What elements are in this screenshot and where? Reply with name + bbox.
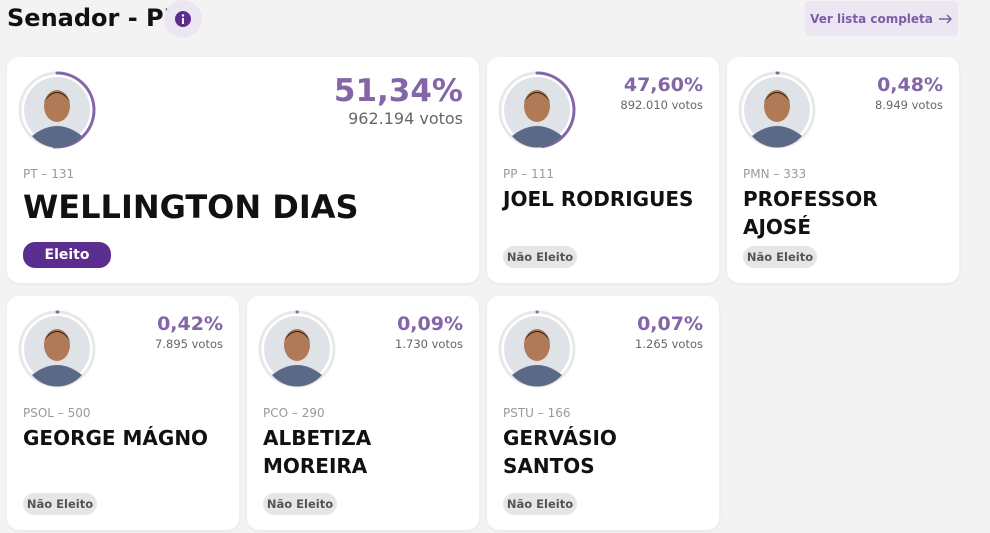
status-badge: Não Eleito [23, 493, 97, 515]
votes: 1.265 votos [635, 337, 703, 351]
votes: 1.730 votos [395, 337, 463, 351]
candidate-name: PROFESSOR AJOSÉ [743, 187, 878, 239]
percent: 47,60% [623, 74, 703, 96]
ring-share [18, 310, 96, 388]
party: PP – 111 [503, 167, 555, 181]
photo-head [524, 329, 550, 361]
photo-head [524, 90, 550, 122]
candidate-photo [18, 310, 96, 388]
percent: 0,48% [877, 74, 943, 96]
ring-share [258, 310, 336, 388]
status-badge: Não Eleito [263, 493, 337, 515]
photo-hair [284, 331, 310, 341]
candidate-card: 0,09% 1.730 votos PCO – 290 ALBETIZA MOREIR… [247, 296, 479, 530]
status-badge: Não Eleito [743, 246, 817, 268]
status-badge: Não Eleito [503, 246, 577, 268]
percent: 51,34% [333, 73, 463, 109]
photo-body [32, 365, 82, 387]
photo-body [512, 365, 562, 387]
arrow-icon [938, 13, 952, 24]
candidate-card: 0,07% 1.265 votos PSTU – 166 GERVÁSIO SANTO… [487, 296, 719, 530]
party: PCO – 290 [263, 406, 325, 420]
candidate-name: GERVÁSIO SANTOS [503, 426, 617, 478]
candidate-photo [18, 71, 96, 149]
photo-head [284, 329, 310, 361]
info-icon[interactable] [164, 0, 204, 40]
photo-body [512, 126, 562, 148]
percent: 0,07% [637, 313, 703, 335]
party: PSOL – 500 [23, 406, 91, 420]
ring-share [498, 71, 576, 149]
full-list-button[interactable]: Ver lista completa [805, 1, 958, 36]
photo-body [32, 126, 82, 148]
photo-hair [524, 331, 550, 341]
party: PMN – 333 [743, 167, 807, 181]
percent: 0,42% [157, 313, 223, 335]
status-badge: Não Eleito [503, 493, 577, 515]
candidate-card: 0,42% 7.895 votos PSOL – 500 GEORGE MÁGNO Nã… [7, 296, 239, 530]
candidate-photo [738, 71, 816, 149]
photo-head [764, 90, 790, 122]
votes: 962.194 votos [348, 109, 463, 128]
photo-body [752, 126, 802, 148]
candidate-photo [258, 310, 336, 388]
page-title: Senador - PI [7, 4, 173, 32]
candidate-name: JOEL RODRIGUES [503, 187, 694, 211]
votes: 892.010 votos [620, 98, 703, 112]
votes: 7.895 votos [155, 337, 223, 351]
status-badge: Eleito [23, 242, 111, 268]
button-label: Ver lista completa [810, 11, 933, 26]
party: PSTU – 166 [503, 406, 571, 420]
candidate-photo [498, 310, 576, 388]
party: PT – 131 [23, 167, 75, 181]
percent: 0,09% [397, 313, 463, 335]
photo-hair [44, 331, 70, 341]
candidate-card: 0,48% 8.949 votos PMN – 333 PROFESSOR AJOSÉ… [727, 57, 959, 283]
photo-hair [524, 92, 550, 102]
candidate-card: 51,34% 962.194 votos PT – 131 WELLINGTON DI… [7, 57, 479, 283]
photo-hair [764, 92, 790, 102]
candidate-name: ALBETIZA MOREIRA [263, 426, 372, 478]
candidate-name: GEORGE MÁGNO [23, 426, 209, 450]
candidate-photo [498, 71, 576, 149]
votes: 8.949 votos [875, 98, 943, 112]
ring-share [498, 310, 576, 388]
photo-head [44, 329, 70, 361]
ring-share [738, 71, 816, 149]
photo-head [44, 90, 70, 122]
photo-body [272, 365, 322, 387]
candidate-name: WELLINGTON DIAS [23, 188, 359, 226]
photo-hair [44, 92, 70, 102]
candidate-card: 47,60% 892.010 votos PP – 111 JOEL RODRIGUE… [487, 57, 719, 283]
